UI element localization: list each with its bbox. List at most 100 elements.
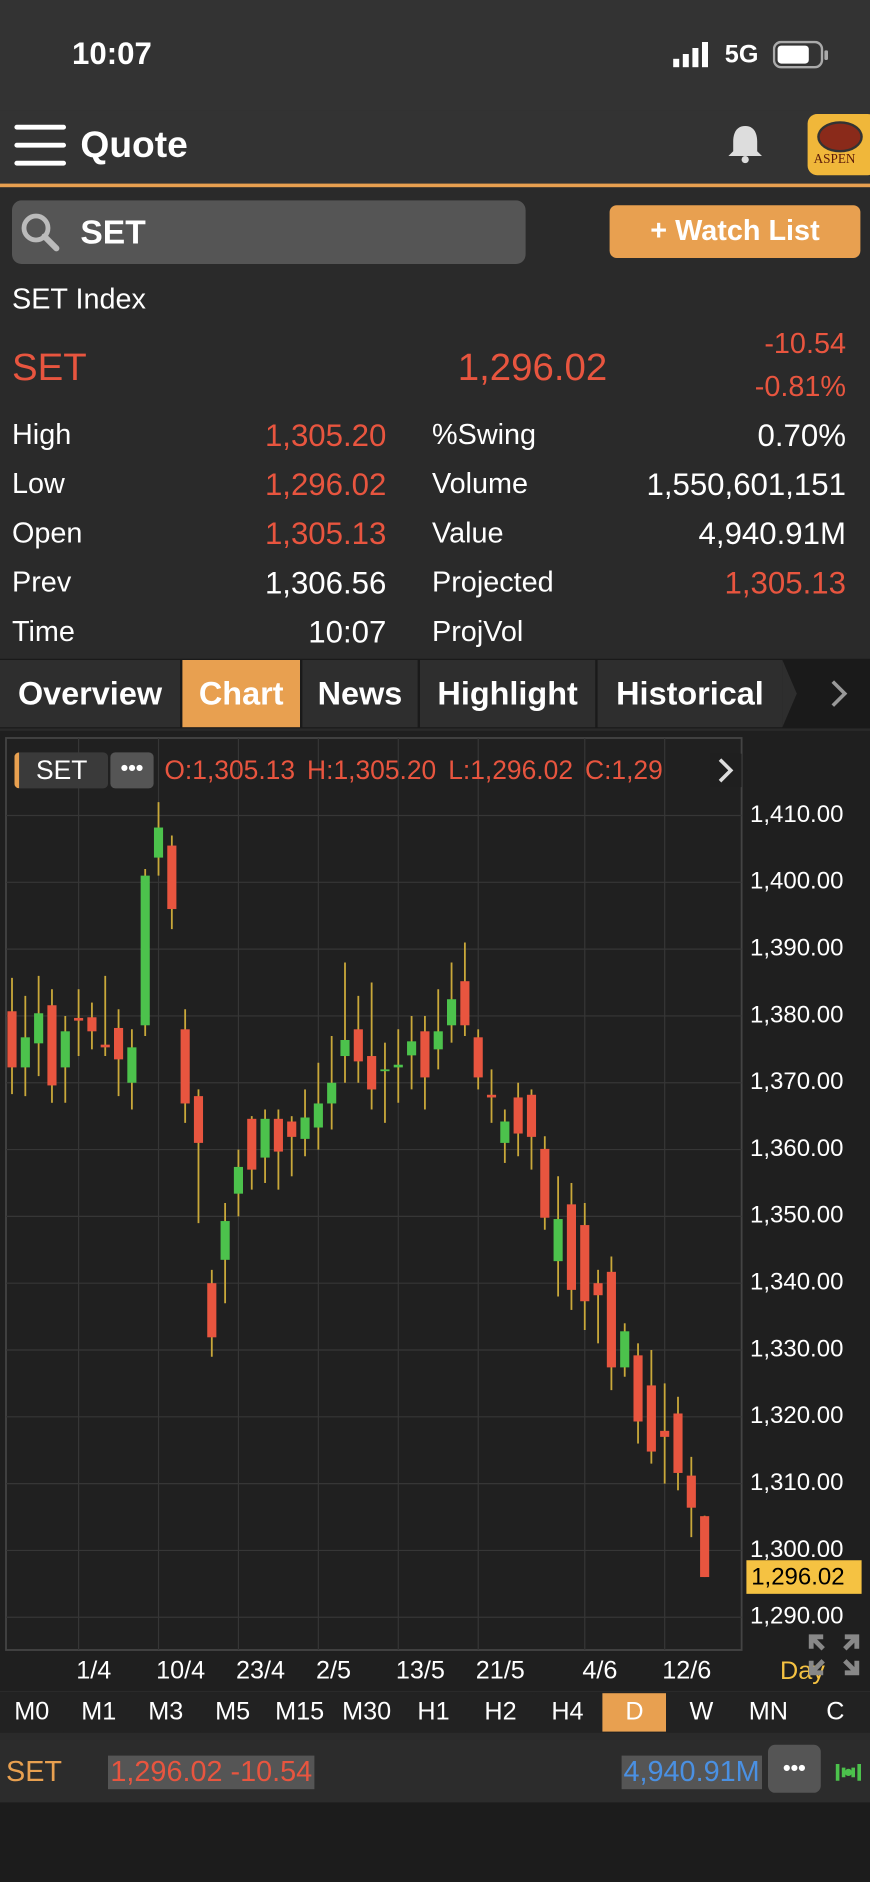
x-tick-label: 4/6 (582, 1656, 617, 1684)
candle-body (74, 1017, 84, 1021)
chart-legend-symbol[interactable]: SET (14, 752, 109, 789)
tab[interactable]: Highlight (420, 660, 596, 728)
tab[interactable]: Chart (182, 660, 300, 728)
stat-value: 1,306.56 (264, 564, 387, 601)
candle-body (367, 1056, 377, 1090)
timeframe[interactable]: D (602, 1693, 667, 1732)
y-tick-label: 1,370.00 (750, 1068, 843, 1095)
y-tick-label: 1,360.00 (750, 1135, 843, 1162)
footer-menu[interactable]: ••• (768, 1744, 821, 1793)
timeframe[interactable]: M30 (334, 1693, 399, 1732)
stat-label: Prev (12, 566, 72, 599)
candle-body (300, 1117, 310, 1139)
timeframe[interactable]: M15 (267, 1693, 332, 1732)
stat-value: 0.70% (757, 417, 847, 454)
timeframe[interactable]: MN (736, 1693, 801, 1732)
connection-icon (835, 1764, 862, 1781)
candle-body (287, 1121, 297, 1137)
candle-body (500, 1121, 510, 1143)
candle-body (606, 1271, 616, 1368)
candle-body (193, 1096, 204, 1143)
stat-value: 1,296.02 (264, 466, 387, 503)
timeframe[interactable]: H2 (468, 1693, 533, 1732)
last-price-tag (746, 1560, 862, 1594)
tab[interactable]: News (302, 660, 418, 728)
tab[interactable]: Overview (0, 660, 180, 728)
stat-value: 1,305.13 (724, 564, 847, 601)
x-tick-label: 2/5 (316, 1656, 351, 1684)
stat-value: 1,305.13 (264, 515, 387, 552)
x-tick-label: 10/4 (156, 1656, 205, 1684)
legend-more[interactable] (710, 753, 742, 788)
timeframe[interactable]: W (669, 1693, 734, 1732)
y-tick-label: 1,290.00 (750, 1603, 843, 1630)
tab[interactable]: Historical (597, 660, 783, 728)
stat-label: Volume (432, 468, 529, 501)
candle-body (660, 1430, 670, 1437)
stat-value: 10:07 (308, 613, 387, 650)
candle-body (127, 1047, 137, 1083)
logo-text: ASPEN (813, 152, 856, 167)
header-title: Quote (80, 123, 188, 166)
search-box[interactable] (12, 200, 526, 264)
candle-body (340, 1039, 350, 1057)
candle-body (220, 1221, 230, 1260)
candle-body (700, 1516, 710, 1578)
network-label: 5G (724, 40, 759, 69)
y-tick-label: 1,310.00 (750, 1469, 843, 1496)
candle-body (207, 1283, 217, 1338)
footer-value: 4,940.91M (621, 1755, 762, 1790)
footer-price: 1,296.02 -10.54 (108, 1755, 315, 1790)
stat-label: Projected (432, 566, 554, 599)
candle-body (87, 1017, 97, 1032)
timeframe[interactable]: M3 (133, 1693, 198, 1732)
x-tick-label: 21/5 (476, 1656, 525, 1684)
legend-value: H:1,305.20 (307, 754, 437, 785)
timeframe[interactable]: H4 (535, 1693, 600, 1732)
candle-body (34, 1013, 44, 1044)
candle-body (114, 1027, 124, 1060)
y-tick-label: 1,300.00 (750, 1536, 843, 1563)
x-tick-label: 12/6 (662, 1656, 711, 1684)
watchlist-button[interactable]: + Watch List (609, 205, 861, 258)
candle-body (686, 1475, 696, 1508)
timeframe[interactable]: M1 (66, 1693, 131, 1732)
candle-body (566, 1204, 576, 1290)
menu-button[interactable] (13, 122, 68, 168)
bell-icon[interactable] (726, 122, 764, 164)
candle-body (407, 1041, 417, 1056)
x-tick-label: 13/5 (396, 1656, 445, 1684)
candle-body (327, 1082, 337, 1104)
stat-value: 4,940.91M (698, 515, 847, 552)
candle-body (433, 1031, 443, 1050)
y-tick-label: 1,340.00 (750, 1269, 843, 1296)
logo[interactable]: ASPEN (807, 114, 870, 176)
candle-body (140, 875, 150, 1026)
candle-body (473, 1037, 483, 1078)
candle-body (313, 1103, 323, 1128)
battery-icon (772, 40, 829, 69)
y-tick-label: 1,380.00 (750, 1001, 843, 1028)
candle-body (7, 1011, 17, 1068)
y-tick-label: 1,410.00 (750, 801, 843, 828)
candle-body (526, 1094, 537, 1137)
tabs-more[interactable] (782, 660, 870, 728)
candle-body (233, 1166, 244, 1194)
header-rule (0, 183, 870, 188)
timeframe[interactable]: C (803, 1693, 868, 1732)
timeframe[interactable]: M5 (200, 1693, 265, 1732)
candle-body (353, 1029, 363, 1062)
x-tick-label: 23/4 (236, 1656, 285, 1684)
timeframe[interactable]: M0 (0, 1693, 64, 1732)
timeframe[interactable]: H1 (401, 1693, 466, 1732)
chart-legend-menu[interactable]: ••• (110, 752, 154, 789)
fullscreen-button[interactable] (806, 1632, 861, 1678)
candle-body (247, 1118, 257, 1170)
candle-body (580, 1225, 590, 1302)
plot-frame (5, 737, 743, 1651)
candle-body (460, 981, 470, 1026)
quote-last: 1,296.02 (457, 345, 608, 389)
candle-body (540, 1148, 550, 1218)
candle-body (673, 1413, 683, 1473)
